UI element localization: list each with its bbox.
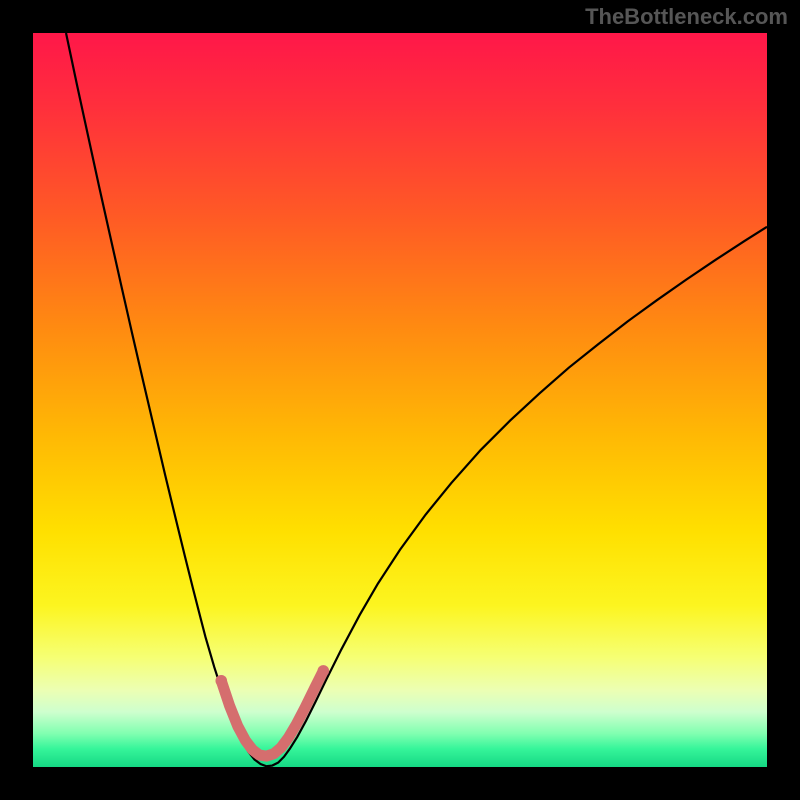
base-overlay-dot-left <box>215 675 227 687</box>
chart-frame: TheBottleneck.com <box>0 0 800 800</box>
attribution-text: TheBottleneck.com <box>585 4 788 30</box>
bottleneck-plot <box>33 33 767 767</box>
plot-background <box>33 33 767 767</box>
base-overlay-dot-right <box>318 665 330 677</box>
